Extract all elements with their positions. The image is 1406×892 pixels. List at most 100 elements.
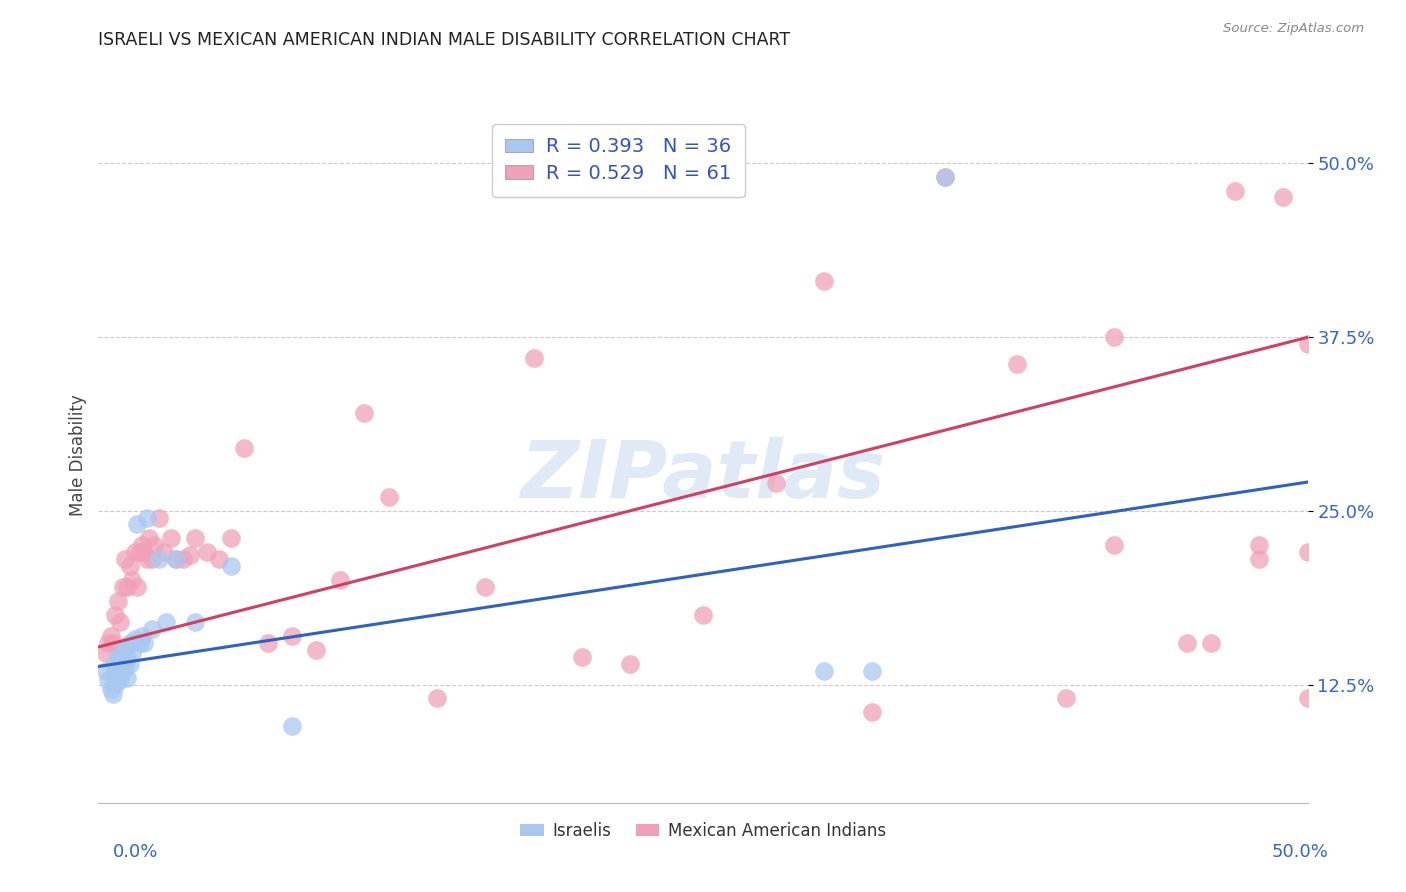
Point (107, 649, 129, 664)
Text: 50.0%: 50.0% (1272, 843, 1329, 861)
Point (1272, 190, 1295, 204)
Point (101, 636, 124, 650)
Point (127, 517, 149, 532)
Legend: Israelis, Mexican American Indians: Israelis, Mexican American Indians (513, 815, 893, 847)
Point (124, 545, 146, 559)
Point (114, 659, 136, 673)
Point (118, 657, 141, 671)
Point (1296, 691, 1319, 706)
Point (860, 664, 883, 678)
Point (128, 545, 150, 559)
Point (195, 545, 218, 559)
Point (118, 636, 141, 650)
Point (1007, 358, 1029, 372)
Point (179, 548, 201, 562)
Point (232, 441, 254, 455)
Text: ISRAELI VS MEXICAN AMERICAN INDIAN MALE DISABILITY CORRELATION CHART: ISRAELI VS MEXICAN AMERICAN INDIAN MALE … (98, 31, 790, 49)
Point (1249, 552, 1271, 566)
Point (305, 642, 328, 657)
Point (1296, 336, 1319, 351)
Point (94, 664, 117, 678)
Point (619, 657, 641, 671)
Point (141, 622, 163, 636)
Point (141, 552, 163, 566)
Point (571, 649, 593, 664)
Point (104, 607, 127, 622)
Point (765, 475, 787, 490)
Point (813, 664, 835, 678)
Point (148, 552, 170, 566)
Point (1054, 691, 1077, 706)
Point (121, 646, 143, 660)
Point (353, 406, 375, 420)
Point (107, 671, 129, 685)
Point (127, 580, 149, 594)
Point (692, 607, 714, 622)
Point (256, 636, 278, 650)
Point (523, 351, 546, 365)
Point (111, 580, 134, 594)
Point (184, 615, 207, 629)
Text: 0.0%: 0.0% (112, 843, 157, 861)
Point (108, 654, 131, 668)
Point (813, 274, 835, 288)
Point (108, 615, 131, 629)
Point (474, 580, 496, 594)
Point (184, 532, 207, 546)
Point (117, 649, 139, 664)
Point (117, 671, 139, 685)
Point (104, 657, 127, 671)
Point (329, 573, 352, 587)
Point (128, 636, 150, 650)
Point (134, 545, 156, 559)
Point (135, 552, 157, 566)
Point (934, 169, 956, 184)
Text: ZIPatlas: ZIPatlas (520, 437, 886, 515)
Point (131, 538, 153, 552)
Point (1199, 636, 1222, 650)
Point (934, 169, 956, 184)
Point (124, 632, 146, 646)
Point (281, 719, 304, 733)
Point (1175, 636, 1198, 650)
Point (100, 629, 122, 643)
Point (377, 490, 399, 504)
Point (143, 538, 166, 552)
Point (104, 677, 127, 691)
Point (97, 636, 120, 650)
Point (281, 629, 304, 643)
Point (165, 552, 187, 566)
Point (114, 552, 136, 566)
Point (101, 687, 124, 701)
Point (100, 681, 122, 696)
Text: Source: ZipAtlas.com: Source: ZipAtlas.com (1223, 22, 1364, 36)
Point (138, 532, 160, 546)
Point (111, 664, 134, 678)
Point (118, 559, 141, 574)
Point (117, 580, 139, 594)
Point (135, 510, 157, 524)
Point (1223, 184, 1246, 198)
Point (121, 573, 143, 587)
Point (860, 706, 883, 720)
Point (111, 646, 134, 660)
Point (172, 552, 194, 566)
Point (114, 640, 136, 654)
Point (165, 552, 187, 566)
Point (148, 510, 170, 524)
Point (107, 594, 129, 608)
Point (152, 545, 174, 559)
Point (94, 646, 117, 660)
Point (155, 615, 177, 629)
Point (221, 532, 243, 546)
Point (426, 691, 449, 706)
Y-axis label: Male Disability: Male Disability (69, 394, 87, 516)
Point (1249, 538, 1271, 552)
Point (101, 667, 124, 681)
Point (1296, 545, 1319, 559)
Point (131, 629, 153, 643)
Point (1102, 329, 1125, 343)
Point (134, 636, 156, 650)
Point (108, 673, 131, 688)
Point (97, 673, 120, 688)
